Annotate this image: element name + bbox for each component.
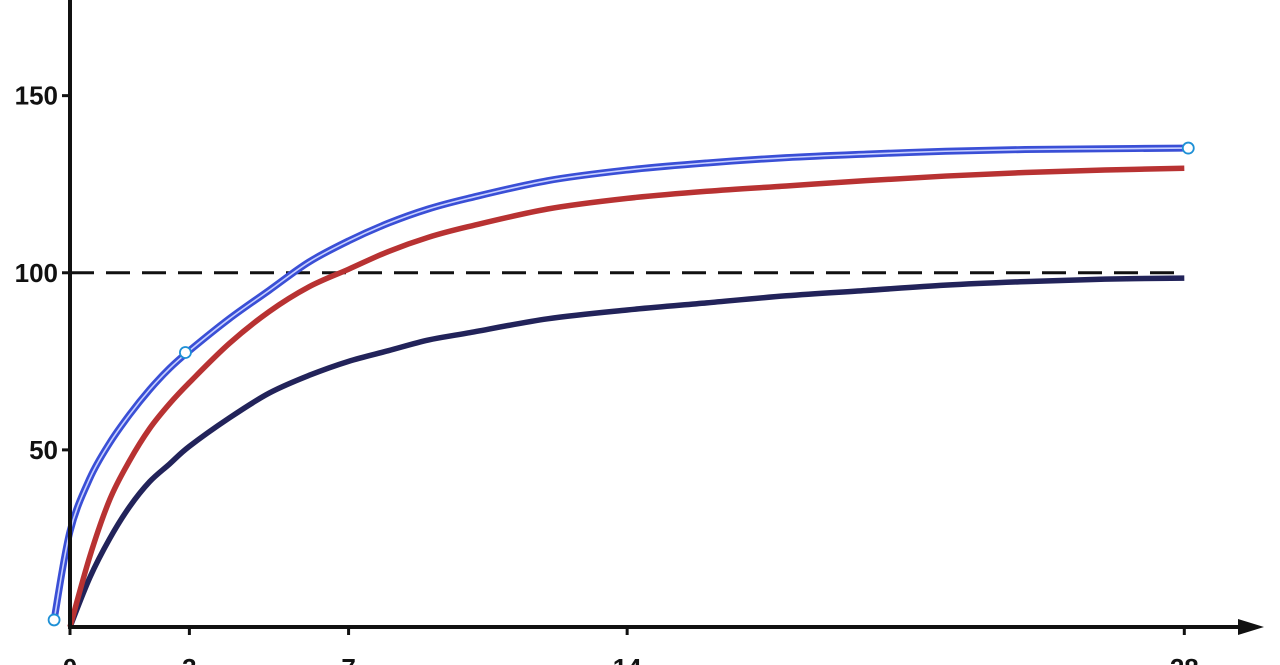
series-layer <box>50 144 1188 629</box>
series-1 <box>67 165 1185 628</box>
ticks: 50 100 150 0 3 7 14 28 <box>15 81 1199 665</box>
series-line <box>67 165 1185 628</box>
x-axis-arrowhead <box>1238 619 1264 635</box>
x-tick-label: 3 <box>182 653 196 665</box>
x-tick-label: 7 <box>341 653 355 665</box>
series-0 <box>50 144 1188 624</box>
x-tick-label: 28 <box>1170 653 1199 665</box>
series-line-highlight <box>53 147 1186 621</box>
y-tick-label: 100 <box>15 258 58 288</box>
series-line <box>67 275 1185 629</box>
series-2 <box>67 275 1185 629</box>
y-tick-label: 50 <box>29 435 58 465</box>
series-line-outline <box>50 144 1188 624</box>
x-tick-label: 0 <box>63 653 77 665</box>
axes <box>68 0 1264 635</box>
data-point-marker[interactable] <box>1181 141 1195 155</box>
markers <box>47 141 1195 627</box>
x-tick-label: 14 <box>613 653 642 665</box>
data-point-marker[interactable] <box>47 613 61 627</box>
data-point-marker[interactable] <box>179 346 192 359</box>
y-tick-label: 150 <box>15 81 58 111</box>
